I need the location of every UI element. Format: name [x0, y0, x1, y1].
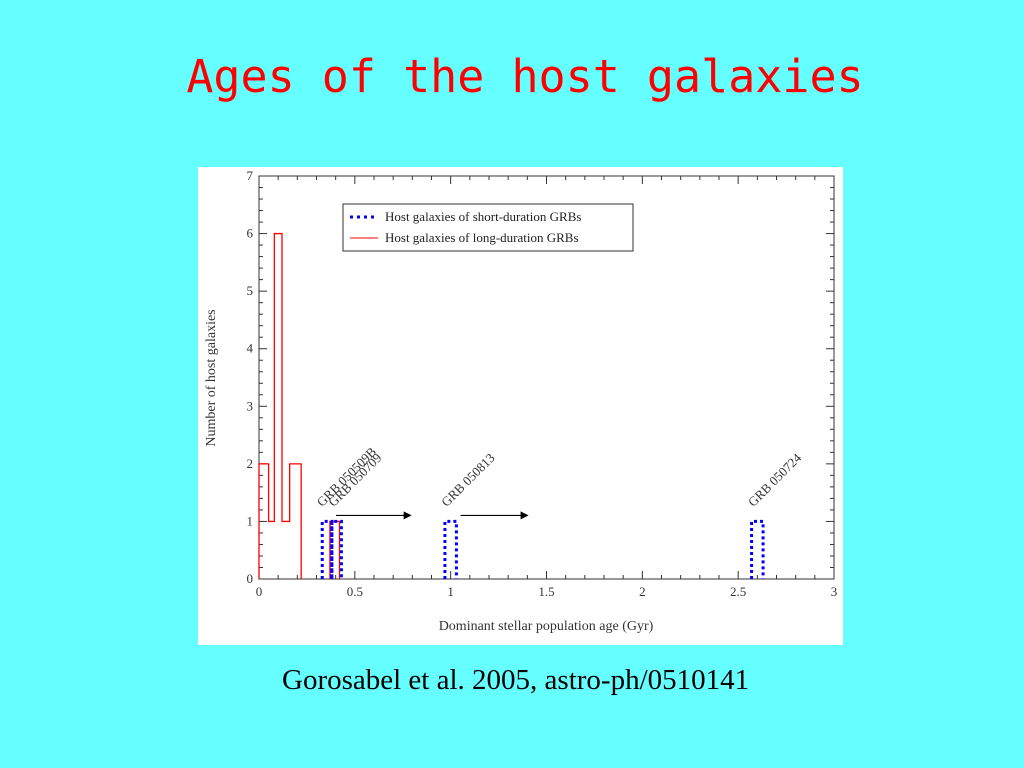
legend-label-short: Host galaxies of short-duration GRBs [385, 209, 581, 224]
grb-label: GRB 050813 [438, 450, 497, 509]
x-axis-ticks: 0 0.5 1 1.5 2 2.5 3 [256, 176, 838, 599]
short-grb-bin [320, 519, 334, 579]
slide-title: Ages of the host galaxies [186, 50, 864, 103]
y-tick-label: 5 [247, 283, 254, 298]
x-tick-label: 2.5 [730, 584, 746, 599]
y-tick-label: 2 [247, 456, 254, 471]
long-grb-histogram [258, 232, 302, 579]
legend-label-long: Host galaxies of long-duration GRBs [385, 230, 579, 245]
x-tick-label: 0 [256, 584, 263, 599]
x-tick-label: 2 [639, 584, 646, 599]
legend: Host galaxies of short-duration GRBs Hos… [342, 203, 634, 252]
short-grb-bin [750, 519, 765, 579]
y-tick-label: 0 [247, 571, 254, 586]
grb-label: GRB 050724 [745, 450, 805, 510]
x-tick-label: 3 [831, 584, 838, 599]
y-tick-label: 3 [247, 398, 254, 413]
legend-box [342, 203, 634, 252]
y-axis-label: Number of host galaxies [204, 309, 219, 446]
y-tick-label: 4 [247, 341, 254, 356]
histogram-figure: 0 1 2 3 4 5 6 7 0 0.5 1 1.5 2 2.5 3 GRB 050509B GRB 05… [198, 167, 843, 645]
short-grb-bin [443, 519, 458, 579]
y-tick-label: 7 [247, 168, 254, 183]
series-short-duration [320, 519, 765, 579]
arrow-head [403, 511, 412, 520]
x-tick-label: 1 [447, 584, 454, 599]
y-tick-label: 1 [247, 513, 254, 528]
x-axis-label: Dominant stellar population age (Gyr) [439, 619, 654, 634]
series-long-duration [258, 232, 341, 579]
x-tick-label: 0.5 [347, 584, 363, 599]
arrow-head [520, 511, 529, 520]
y-tick-label: 6 [247, 226, 254, 241]
x-tick-label: 1.5 [538, 584, 554, 599]
short-grb-bin [330, 519, 343, 579]
citation-caption: Gorosabel et al. 2005, astro-ph/0510141 [282, 664, 750, 696]
